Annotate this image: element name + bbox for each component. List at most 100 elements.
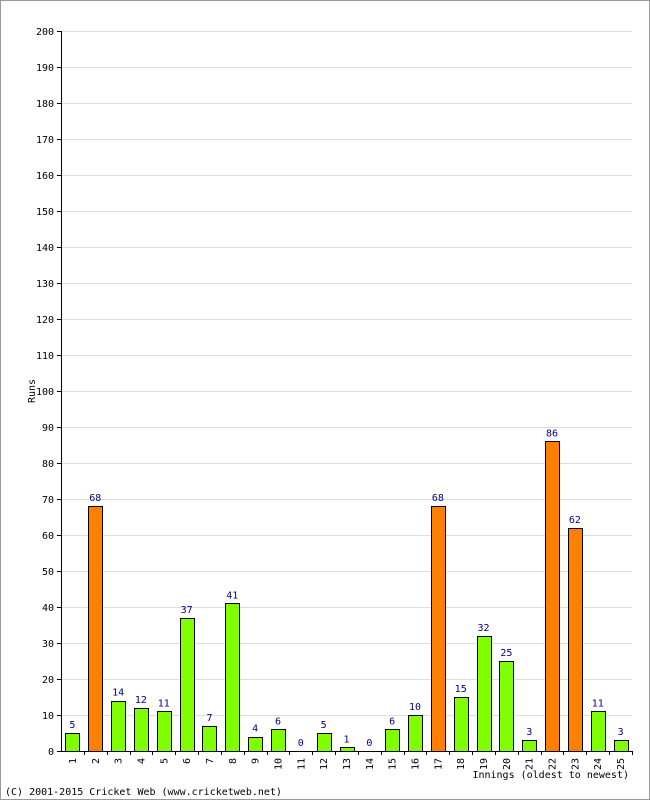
bar-value-label: 25 <box>500 648 512 659</box>
bar-value-label: 14 <box>112 688 124 699</box>
y-tick-label: 130 <box>36 279 54 290</box>
x-tick-label: 22 <box>548 758 559 770</box>
y-tick-label: 120 <box>36 315 54 326</box>
bar-value-label: 0 <box>298 738 304 749</box>
bar <box>88 506 103 752</box>
bar <box>522 740 537 752</box>
bar-value-label: 15 <box>455 684 467 695</box>
copyright-text: (C) 2001-2015 Cricket Web (www.cricketwe… <box>5 787 282 798</box>
bar-value-label: 6 <box>275 716 281 727</box>
bar <box>545 441 560 752</box>
bar <box>499 661 514 752</box>
y-tick-label: 140 <box>36 243 54 254</box>
bar <box>157 711 172 752</box>
x-tick-label: 10 <box>273 758 284 770</box>
bar-value-label: 1 <box>343 734 349 745</box>
x-tick-label: 9 <box>251 758 262 764</box>
bar <box>202 726 217 752</box>
y-tick-label: 160 <box>36 171 54 182</box>
bar <box>340 747 355 752</box>
bar-value-label: 62 <box>569 515 581 526</box>
x-axis-ticks: 1 2 3 4 5 6 7 8 9 10 11 12 13 14 15 16 17 18 19 20 21 22 23 24 2… <box>68 751 633 770</box>
x-tick-label: 13 <box>342 758 353 770</box>
bar-value-label: 4 <box>252 724 258 735</box>
bar-value-label: 0 <box>366 738 372 749</box>
y-tick-label: 190 <box>36 63 54 74</box>
x-tick-label: 16 <box>411 758 422 770</box>
bar <box>385 729 400 752</box>
y-tick-label: 20 <box>42 675 54 686</box>
x-tick-label: 12 <box>319 758 330 770</box>
bar-value-label: 11 <box>592 698 604 709</box>
y-tick-label: 50 <box>42 567 54 578</box>
x-tick-label: 25 <box>616 758 627 770</box>
x-tick-label: 6 <box>182 758 193 764</box>
y-tick-label: 170 <box>36 135 54 146</box>
y-tick-label: 70 <box>42 495 54 506</box>
bar <box>271 729 286 752</box>
y-tick-label: 150 <box>36 207 54 218</box>
bar-value-label: 37 <box>181 605 193 616</box>
bar-value-label: 3 <box>618 727 624 738</box>
bar-value-label: 86 <box>546 428 558 439</box>
x-tick-label: 7 <box>205 758 216 764</box>
bar-value-label: 12 <box>135 695 147 706</box>
grid-lines <box>61 31 632 716</box>
y-tick-label: 0 <box>48 747 54 758</box>
x-tick-label: 5 <box>159 758 170 764</box>
bar <box>180 618 195 752</box>
y-tick-label: 80 <box>42 459 54 470</box>
bar-value-label: 68 <box>89 493 101 504</box>
y-tick-label: 30 <box>42 639 54 650</box>
x-tick-label: 18 <box>456 758 467 770</box>
bar-value-label: 5 <box>69 720 75 731</box>
x-axis-title: Innings (oldest to newest) <box>472 770 629 781</box>
x-tick-label: 11 <box>296 758 307 770</box>
y-tick-label: 100 <box>36 387 54 398</box>
x-tick-label: 20 <box>502 758 513 770</box>
x-tick-label: 3 <box>114 758 125 764</box>
bars <box>65 441 629 752</box>
bar <box>134 708 149 752</box>
y-tick-label: 200 <box>36 27 54 38</box>
bar-value-label: 68 <box>432 493 444 504</box>
x-tick-label: 8 <box>228 758 239 764</box>
bar <box>591 711 606 752</box>
x-tick-label: 24 <box>593 758 604 770</box>
bar-value-label: 6 <box>389 716 395 727</box>
bar <box>408 715 423 752</box>
x-tick-label: 2 <box>91 758 102 764</box>
x-tick-label: 17 <box>433 758 444 770</box>
y-tick-label: 180 <box>36 99 54 110</box>
x-tick-label: 1 <box>68 758 79 764</box>
x-tick-label: 23 <box>570 758 581 770</box>
x-tick-label: 4 <box>136 758 147 764</box>
x-tick-label: 14 <box>365 758 376 770</box>
x-tick-label: 21 <box>525 758 536 770</box>
bar <box>431 506 446 752</box>
bar <box>248 737 263 752</box>
bar-value-label: 10 <box>409 702 421 713</box>
y-tick-label: 90 <box>42 423 54 434</box>
bar <box>225 603 240 752</box>
y-axis-ticks: 0 10 20 30 40 50 60 70 80 90 100 110 120 130 140 150 160… <box>36 27 61 758</box>
bar <box>65 733 80 752</box>
bar <box>454 697 469 752</box>
y-axis-title: Runs <box>27 379 38 403</box>
bar-value-label: 3 <box>526 727 532 738</box>
bar <box>614 740 629 752</box>
bar-value-label: 7 <box>206 713 212 724</box>
x-tick-label: 19 <box>479 758 490 770</box>
y-tick-label: 60 <box>42 531 54 542</box>
bar-value-label: 11 <box>158 698 170 709</box>
bar-value-label: 32 <box>478 623 490 634</box>
bar <box>317 733 332 752</box>
y-tick-label: 10 <box>42 711 54 722</box>
bar <box>111 701 126 752</box>
bar <box>568 528 583 752</box>
x-tick-label: 15 <box>388 758 399 770</box>
bar <box>477 636 492 752</box>
